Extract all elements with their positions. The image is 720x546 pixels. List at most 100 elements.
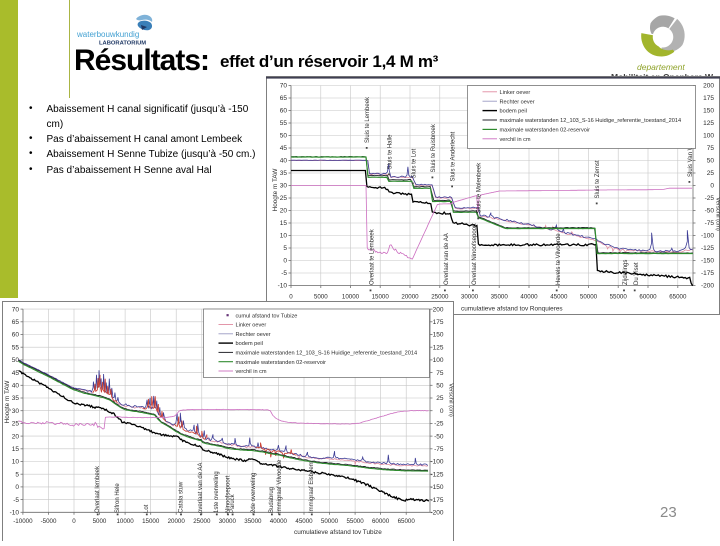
- svg-text:Linker oever: Linker oever: [500, 89, 531, 95]
- svg-text:45000: 45000: [550, 293, 568, 300]
- svg-text:Hoogte m TAW: Hoogte m TAW: [4, 379, 11, 423]
- svg-text:Du Viset: Du Viset: [634, 262, 640, 285]
- svg-text:Sluis te Lot: Sluis te Lot: [411, 148, 417, 178]
- svg-text:-125: -125: [430, 471, 443, 478]
- svg-text:Budabrug: Budabrug: [269, 486, 275, 512]
- svg-text:-10: -10: [10, 509, 20, 516]
- svg-text:cumulatieve afstand tov Tubiz: cumulatieve afstand tov Tubize: [294, 529, 382, 536]
- svg-text:30000: 30000: [219, 517, 237, 524]
- svg-text:100: 100: [433, 357, 444, 364]
- svg-text:Verschil (cm): Verschil (cm): [448, 383, 454, 417]
- svg-text:40000: 40000: [270, 517, 288, 524]
- svg-text:cumul afstand tov Tubize: cumul afstand tov Tubize: [236, 313, 298, 319]
- svg-text:175: 175: [703, 95, 714, 102]
- svg-text:5: 5: [15, 471, 19, 478]
- svg-text:125: 125: [703, 120, 714, 127]
- svg-text:0: 0: [440, 407, 444, 414]
- svg-text:-10000: -10000: [13, 517, 33, 524]
- svg-text:-125: -125: [701, 245, 714, 252]
- svg-text:150: 150: [433, 331, 444, 338]
- svg-text:-175: -175: [430, 496, 443, 503]
- svg-text:25000: 25000: [431, 293, 449, 300]
- svg-text:10000: 10000: [116, 517, 134, 524]
- svg-text:25000: 25000: [193, 517, 211, 524]
- svg-text:5000: 5000: [93, 517, 107, 524]
- svg-text:verchil in cm: verchil in cm: [236, 369, 267, 375]
- svg-text:55: 55: [280, 120, 288, 127]
- svg-text:Sluis te Halle: Sluis te Halle: [388, 133, 394, 169]
- svg-text:Sifron Hele: Sifron Hele: [115, 482, 121, 512]
- svg-text:40000: 40000: [520, 293, 538, 300]
- svg-text:10: 10: [12, 458, 20, 465]
- svg-text:30000: 30000: [461, 293, 479, 300]
- svg-text:150: 150: [703, 107, 714, 114]
- svg-text:bodem peil: bodem peil: [236, 341, 263, 347]
- svg-text:Overlaat te Lembeek: Overlaat te Lembeek: [370, 228, 376, 285]
- svg-text:45: 45: [280, 145, 288, 152]
- svg-text:Catala stuw: Catala stuw: [178, 480, 184, 512]
- svg-text:Overlaat lembeek: Overlaat lembeek: [95, 464, 101, 512]
- svg-text:25: 25: [12, 420, 20, 427]
- svg-text:-50: -50: [434, 433, 444, 440]
- svg-text:55: 55: [12, 344, 20, 351]
- svg-text:60: 60: [12, 331, 20, 338]
- svg-text:cumulatieve afstand tov Ronqu: cumulatieve afstand tov Ronquieres: [461, 305, 563, 312]
- svg-text:55000: 55000: [610, 293, 628, 300]
- svg-text:60000: 60000: [639, 293, 657, 300]
- svg-text:20: 20: [280, 207, 288, 214]
- svg-text:50: 50: [707, 157, 715, 164]
- svg-text:Hoogte m TAW: Hoogte m TAW: [272, 167, 279, 211]
- svg-text:-100: -100: [430, 458, 443, 465]
- svg-text:60000: 60000: [372, 517, 390, 524]
- svg-text:0: 0: [283, 257, 287, 264]
- svg-text:0: 0: [289, 293, 293, 300]
- svg-text:200: 200: [703, 82, 714, 89]
- svg-text:50: 50: [280, 132, 288, 139]
- svg-text:65: 65: [280, 95, 288, 102]
- svg-text:50000: 50000: [321, 517, 339, 524]
- svg-text:maximale waterstanden 12_103_S: maximale waterstanden 12_103_S-16 Huidig…: [500, 118, 682, 124]
- svg-text:25: 25: [707, 170, 715, 177]
- svg-text:65000: 65000: [398, 517, 416, 524]
- svg-text:0: 0: [15, 484, 19, 491]
- svg-text:-10: -10: [278, 282, 288, 289]
- svg-text:-5000: -5000: [41, 517, 57, 524]
- svg-text:65: 65: [12, 319, 20, 326]
- svg-text:0: 0: [72, 517, 76, 524]
- svg-text:Hevels te Vilvoorde: Hevels te Vilvoorde: [556, 232, 562, 284]
- svg-text:-75: -75: [434, 446, 444, 453]
- svg-text:100: 100: [703, 132, 714, 139]
- svg-text:overlaat van de AA: overlaat van de AA: [198, 462, 204, 512]
- svg-text:-25: -25: [705, 195, 715, 202]
- svg-text:5000: 5000: [314, 293, 328, 300]
- svg-text:maximale waterstanden 02-reser: maximale waterstanden 02-reservoir: [236, 359, 327, 365]
- svg-text:35: 35: [280, 170, 288, 177]
- svg-text:Overlaat van de AA: Overlaat van de AA: [444, 233, 450, 285]
- svg-text:Immigraaf Elsbeem: Immigraaf Elsbeem: [309, 461, 315, 513]
- svg-text:45: 45: [12, 369, 20, 376]
- svg-text:40: 40: [280, 157, 288, 164]
- svg-text:10000: 10000: [342, 293, 360, 300]
- svg-text:75: 75: [436, 369, 444, 376]
- svg-text:35: 35: [12, 395, 20, 402]
- svg-text:Sluis te Lembeek: Sluis te Lembeek: [365, 95, 371, 142]
- svg-text:-150: -150: [701, 257, 714, 264]
- svg-text:Immigraaf Vilvoorde: Immigraaf Vilvoorde: [277, 459, 283, 513]
- svg-text:70: 70: [280, 82, 288, 89]
- svg-text:Sluis te Ruisbroek: Sluis te Ruisbroek: [431, 123, 437, 172]
- svg-text:-100: -100: [701, 232, 714, 239]
- svg-text:35000: 35000: [244, 517, 262, 524]
- svg-text:bodem peil: bodem peil: [500, 108, 527, 114]
- svg-text:40: 40: [12, 382, 20, 389]
- svg-text:200: 200: [433, 306, 444, 313]
- svg-text:15000: 15000: [142, 517, 160, 524]
- svg-text:75: 75: [707, 145, 715, 152]
- svg-text:10: 10: [280, 232, 288, 239]
- svg-text:15000: 15000: [372, 293, 390, 300]
- svg-text:5: 5: [283, 245, 287, 252]
- svg-text:-5: -5: [13, 496, 19, 503]
- svg-text:50000: 50000: [580, 293, 598, 300]
- svg-text:maximale waterstanden 12_103_S: maximale waterstanden 12_103_S-16 Huidig…: [236, 350, 418, 356]
- svg-text:-200: -200: [430, 509, 443, 516]
- svg-text:Linker oever: Linker oever: [236, 322, 267, 328]
